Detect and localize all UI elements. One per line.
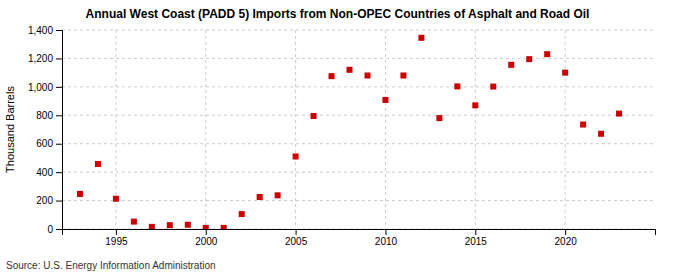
- tick-mark: [565, 229, 566, 235]
- tick-mark: [385, 229, 386, 235]
- grid-line: [295, 30, 296, 229]
- point: [526, 56, 532, 62]
- tick-label: 200: [36, 195, 53, 206]
- tick: 1995: [105, 229, 128, 247]
- tick: 200: [36, 195, 62, 206]
- point: [490, 84, 496, 90]
- tick-label: 400: [36, 167, 53, 178]
- point: [185, 222, 191, 228]
- point: [418, 35, 424, 41]
- grid-line: [62, 172, 655, 173]
- tick-mark: [56, 87, 62, 88]
- point: [221, 225, 227, 229]
- tick: 400: [36, 167, 62, 178]
- tick: 1,000: [28, 82, 62, 93]
- tick: 1,200: [28, 53, 62, 64]
- plot-area: 1995 2000 2005 2010 2015 2020 0 200 400 600 800 1,0…: [28, 25, 656, 247]
- grid-line: [385, 30, 386, 229]
- tick-mark: [56, 172, 62, 173]
- tick-label: 1,400: [28, 25, 53, 36]
- tick-label: 2005: [285, 236, 308, 247]
- point: [311, 113, 317, 119]
- tick-label: 2020: [555, 236, 578, 247]
- grid-line: [62, 58, 655, 59]
- grid-line: [62, 30, 655, 31]
- point: [382, 97, 388, 103]
- tick-label: 0: [47, 224, 53, 235]
- tick: 1,400: [28, 25, 62, 36]
- tick-label: 1,000: [28, 82, 53, 93]
- point: [436, 115, 442, 121]
- point: [257, 194, 263, 200]
- tick-mark: [116, 229, 117, 235]
- tick-label: 1995: [105, 236, 128, 247]
- point: [508, 62, 514, 68]
- y-axis: 0 200 400 600 800 1,000 1,200 1,400: [28, 25, 63, 235]
- point: [293, 154, 299, 160]
- grid-line: [475, 30, 476, 229]
- point: [580, 122, 586, 128]
- tick-mark: [56, 229, 62, 230]
- title: Annual West Coast (PADD 5) Imports from …: [86, 7, 590, 21]
- grid-line: [62, 200, 655, 201]
- grid-line: [62, 115, 655, 116]
- tick-label: 800: [36, 110, 53, 121]
- point: [95, 161, 101, 167]
- point: [329, 73, 335, 79]
- tick-label: 1,200: [28, 53, 53, 64]
- point: [598, 131, 604, 137]
- point: [77, 191, 83, 197]
- tick: 2020: [555, 229, 578, 247]
- tick: 2015: [465, 229, 488, 247]
- tick: 0: [47, 224, 62, 235]
- point: [239, 211, 245, 217]
- point: [562, 70, 568, 76]
- axis-line: [56, 31, 63, 230]
- points: [77, 35, 622, 229]
- point: [347, 67, 353, 73]
- source: Source: U.S. Energy Information Administ…: [6, 260, 216, 271]
- grid-line: [62, 143, 655, 144]
- point: [149, 224, 155, 229]
- tick: 2000: [195, 229, 218, 247]
- tick-mark: [296, 229, 297, 235]
- tick-label: 600: [36, 138, 53, 149]
- point: [472, 102, 478, 108]
- tick-label: 2015: [465, 236, 488, 247]
- point: [364, 72, 370, 78]
- point: [544, 51, 550, 57]
- axis-line: [63, 230, 656, 236]
- tick-mark: [56, 144, 62, 145]
- chart: 1995 2000 2005 2010 2015 2020 0 200 400 600 800 1,0…: [0, 0, 675, 275]
- point: [275, 192, 281, 198]
- grid-line: [62, 86, 655, 87]
- point: [131, 219, 137, 225]
- point: [616, 111, 622, 117]
- tick: 600: [36, 138, 62, 149]
- grid: [62, 30, 655, 229]
- grid-line: [565, 30, 566, 229]
- tick-label: 2000: [195, 236, 218, 247]
- tick-mark: [206, 229, 207, 235]
- tick: 2010: [375, 229, 398, 247]
- x-axis: 1995 2000 2005 2010 2015 2020: [63, 229, 656, 247]
- tick-mark: [56, 30, 62, 31]
- tick-mark: [56, 58, 62, 59]
- y-axis-title: Thousand Barrels: [4, 86, 16, 173]
- tick-mark: [56, 115, 62, 116]
- tick-mark: [56, 201, 62, 202]
- point: [203, 225, 209, 229]
- point: [454, 83, 460, 89]
- tick-mark: [475, 229, 476, 235]
- tick: 2005: [285, 229, 308, 247]
- point: [167, 222, 173, 228]
- point: [113, 196, 119, 202]
- tick: 800: [36, 110, 62, 121]
- grid-line: [205, 30, 206, 229]
- point: [400, 72, 406, 78]
- tick-label: 2010: [375, 236, 398, 247]
